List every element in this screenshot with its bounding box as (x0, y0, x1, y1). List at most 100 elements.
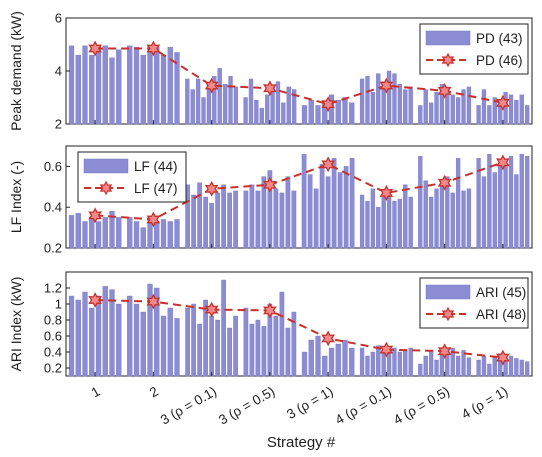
bar (285, 176, 291, 249)
series-line (95, 299, 503, 359)
bar (525, 361, 530, 377)
bar (227, 327, 232, 377)
series-line (95, 47, 504, 106)
bar (308, 99, 314, 125)
bar (286, 86, 291, 125)
bar (498, 164, 503, 249)
bar (403, 349, 408, 377)
bar (190, 89, 195, 125)
bar (445, 86, 450, 125)
bar (359, 194, 365, 249)
line-point (204, 180, 219, 197)
bar (95, 45, 102, 125)
bar (255, 319, 261, 377)
bar (185, 307, 190, 377)
y-tick-label: 1.2 (44, 281, 62, 296)
bar (418, 363, 423, 377)
bar (133, 221, 140, 249)
bar (392, 200, 397, 249)
bar (418, 155, 423, 249)
bar (160, 219, 167, 249)
bar (466, 357, 472, 377)
bar (209, 202, 214, 249)
legend-marker (441, 52, 455, 68)
bar (154, 46, 160, 125)
legend-bar-swatch (83, 158, 129, 174)
line-point (263, 302, 277, 319)
bar (392, 73, 397, 125)
bar (116, 303, 122, 377)
bar (243, 97, 248, 125)
bar (370, 188, 376, 249)
bar (265, 94, 270, 125)
bar (514, 358, 519, 377)
bar (273, 315, 279, 377)
bar (217, 68, 222, 125)
bar (514, 99, 519, 125)
legend-entry-line: ARI (48) (476, 307, 526, 322)
bar (174, 52, 180, 125)
bar (455, 158, 461, 249)
legend-entry-line: LF (47) (134, 181, 178, 196)
y-tick-label: 0.2 (44, 361, 62, 376)
x-axis-label: Strategy # (267, 434, 336, 451)
line-point (88, 292, 102, 308)
bar (174, 318, 180, 377)
bar (335, 99, 341, 125)
bar (403, 184, 408, 249)
bar (248, 78, 254, 125)
line-point (204, 301, 219, 318)
bar (212, 76, 217, 125)
bar (397, 84, 403, 125)
bar (328, 347, 335, 377)
bar (359, 78, 365, 125)
bar (203, 299, 208, 377)
legend: LF (44) LF (47) (77, 151, 187, 203)
line-point (321, 330, 335, 347)
bar (255, 190, 261, 249)
bar (461, 190, 466, 249)
x-tick-label: 3 (ρ = 0.1) (158, 384, 219, 428)
bar (397, 351, 403, 377)
bar (307, 174, 313, 249)
x-tick-label: 4 (ρ = 0.5) (391, 384, 452, 428)
bar (428, 196, 434, 249)
bar (319, 164, 325, 249)
bar (102, 45, 108, 125)
bar (423, 180, 428, 249)
bar (508, 155, 514, 249)
bar (342, 97, 348, 125)
bar (376, 345, 381, 377)
bar (455, 97, 461, 125)
bar (127, 295, 133, 377)
line-point (379, 185, 394, 201)
bar (259, 107, 264, 125)
bar (301, 105, 308, 125)
y-axis-label: ARI Index (kW) (8, 277, 24, 372)
legend-bar-swatch (425, 284, 471, 300)
bar (249, 323, 255, 377)
bar (273, 188, 279, 249)
bar (95, 295, 102, 377)
bar (154, 287, 160, 377)
bar (455, 355, 461, 377)
bar (140, 227, 146, 249)
bar (428, 102, 434, 125)
bar (492, 172, 497, 249)
y-tick-label: 4 (55, 64, 62, 79)
line-point (204, 77, 219, 94)
y-tick-label: 0.2 (44, 241, 62, 256)
bar (167, 307, 173, 377)
bar (116, 217, 122, 249)
bar (227, 192, 232, 249)
x-tick-label: 1 (89, 384, 103, 401)
x-tick-label: 2 (147, 384, 161, 401)
line-point (379, 77, 394, 94)
x-tick-label: 3 (ρ = 1) (284, 384, 336, 422)
bar (381, 196, 386, 249)
bar (349, 158, 355, 249)
bar (221, 184, 226, 249)
line-point (263, 80, 277, 97)
